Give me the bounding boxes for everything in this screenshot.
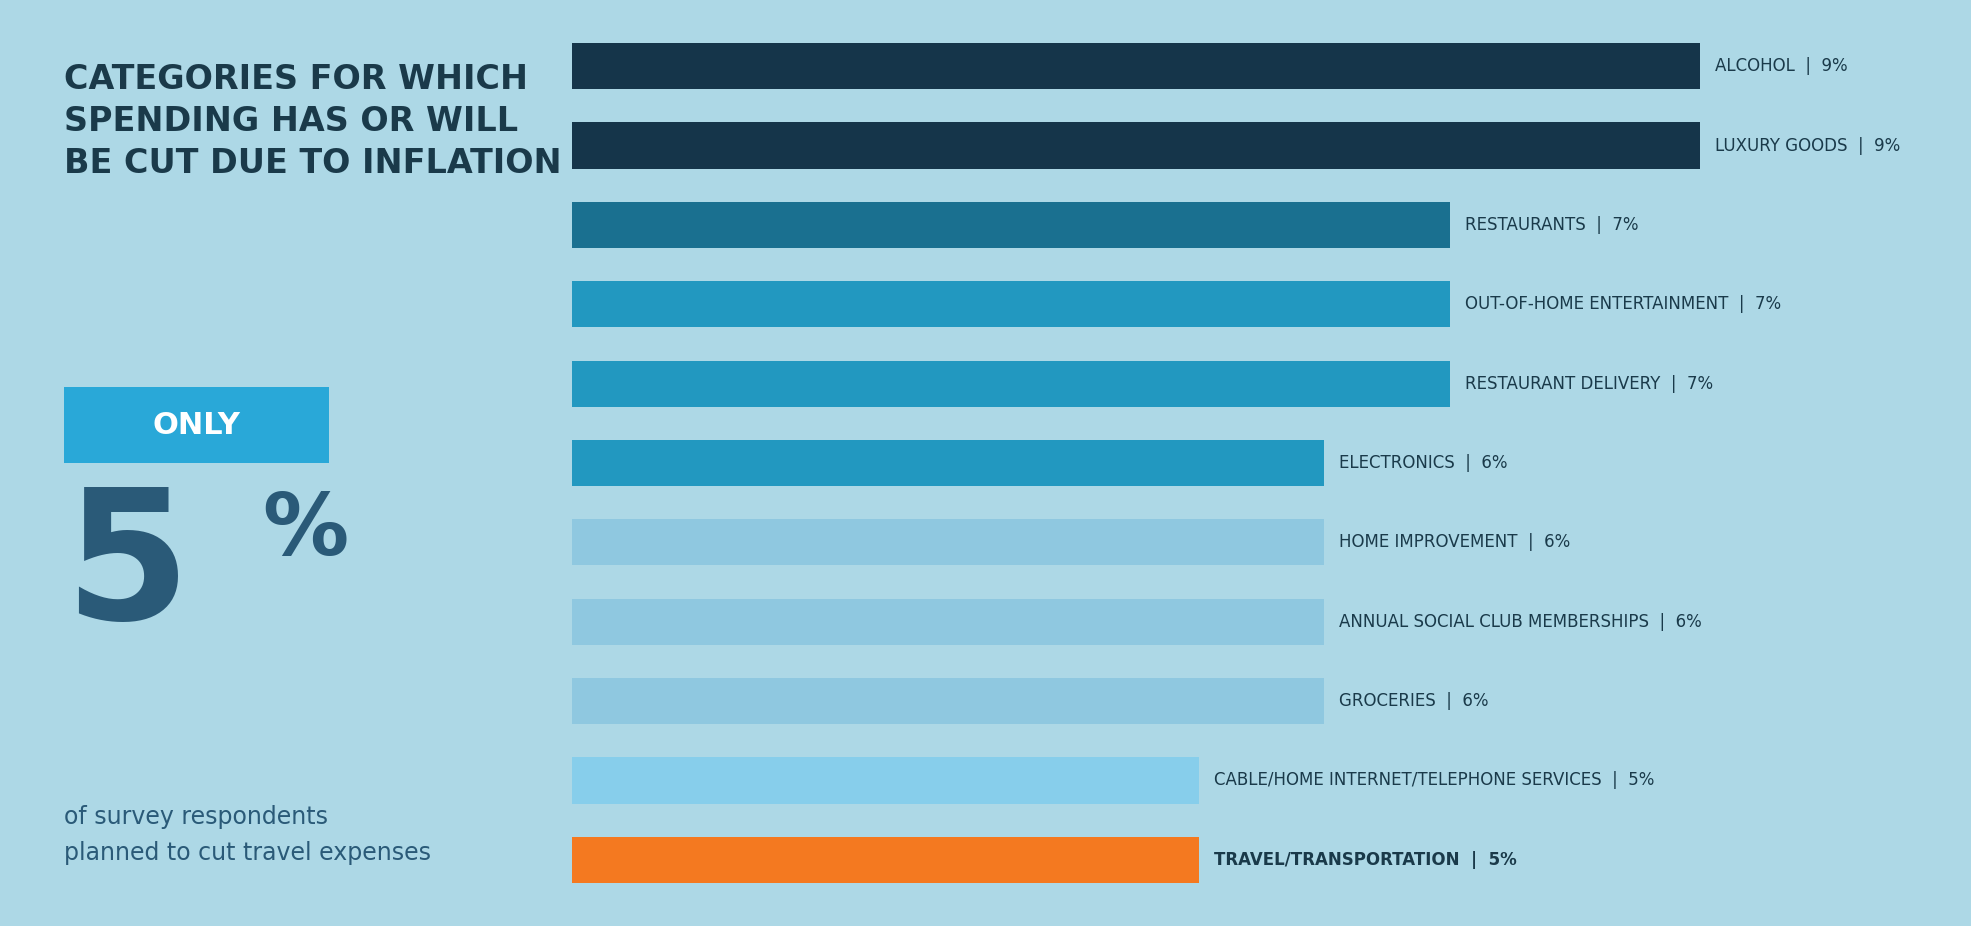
Text: ONLY: ONLY xyxy=(152,411,240,440)
Text: ALCOHOL  |  9%: ALCOHOL | 9% xyxy=(1715,57,1849,75)
Text: of survey respondents
planned to cut travel expenses: of survey respondents planned to cut tra… xyxy=(63,806,432,865)
Bar xyxy=(572,282,1449,327)
Text: RESTAURANTS  |  7%: RESTAURANTS | 7% xyxy=(1464,216,1638,234)
Bar xyxy=(572,202,1449,248)
Text: ELECTRONICS  |  6%: ELECTRONICS | 6% xyxy=(1338,454,1508,472)
Text: %: % xyxy=(262,490,349,572)
Text: CABLE/HOME INTERNET/TELEPHONE SERVICES  |  5%: CABLE/HOME INTERNET/TELEPHONE SERVICES |… xyxy=(1214,771,1654,790)
Text: GROCERIES  |  6%: GROCERIES | 6% xyxy=(1338,692,1488,710)
Bar xyxy=(572,440,1325,486)
Bar xyxy=(572,360,1449,407)
Text: TRAVEL/TRANSPORTATION  |  5%: TRAVEL/TRANSPORTATION | 5% xyxy=(1214,851,1516,869)
Text: 5: 5 xyxy=(63,481,189,657)
Text: RESTAURANT DELIVERY  |  7%: RESTAURANT DELIVERY | 7% xyxy=(1464,375,1713,393)
Text: ANNUAL SOCIAL CLUB MEMBERSHIPS  |  6%: ANNUAL SOCIAL CLUB MEMBERSHIPS | 6% xyxy=(1338,613,1701,631)
Bar xyxy=(572,122,1701,169)
Bar xyxy=(572,599,1325,644)
Bar xyxy=(572,44,1701,89)
Text: OUT-OF-HOME ENTERTAINMENT  |  7%: OUT-OF-HOME ENTERTAINMENT | 7% xyxy=(1464,295,1780,313)
Text: CATEGORIES FOR WHICH
SPENDING HAS OR WILL
BE CUT DUE TO INFLATION: CATEGORIES FOR WHICH SPENDING HAS OR WIL… xyxy=(63,63,562,181)
Bar xyxy=(572,837,1198,882)
FancyBboxPatch shape xyxy=(63,387,329,463)
Text: HOME IMPROVEMENT  |  6%: HOME IMPROVEMENT | 6% xyxy=(1338,533,1571,551)
Bar xyxy=(572,757,1198,804)
Bar xyxy=(572,519,1325,566)
Text: LUXURY GOODS  |  9%: LUXURY GOODS | 9% xyxy=(1715,136,1900,155)
Bar xyxy=(572,678,1325,724)
